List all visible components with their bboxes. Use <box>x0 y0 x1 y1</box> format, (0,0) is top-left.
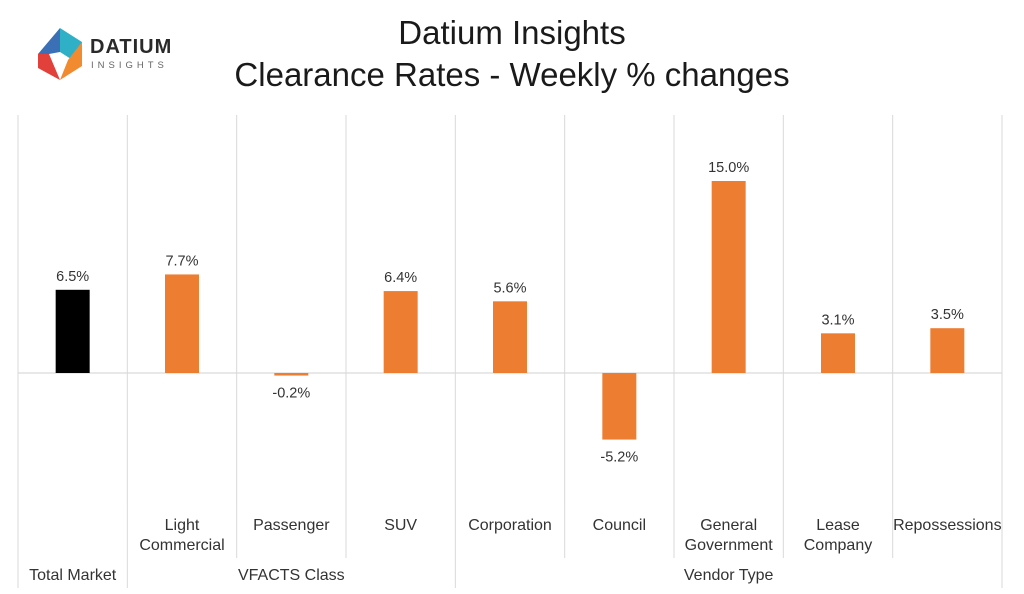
category-label: Government <box>685 537 774 554</box>
title-line-1: Datium Insights <box>398 14 626 51</box>
category-label: Council <box>593 517 646 534</box>
data-label: 3.1% <box>821 312 854 328</box>
data-label: 15.0% <box>708 160 749 176</box>
data-label: 7.7% <box>165 253 198 269</box>
data-label: 6.5% <box>56 269 89 285</box>
bar <box>274 373 309 376</box>
category-label: Light <box>165 517 200 534</box>
logo-sub-text: INSIGHTS <box>91 60 168 71</box>
category-label: Repossessions <box>893 517 1002 534</box>
bar <box>711 181 746 373</box>
data-label: 5.6% <box>493 280 526 296</box>
group-label: VFACTS Class <box>238 567 345 584</box>
category-label: Corporation <box>468 517 552 534</box>
category-label: Commercial <box>139 537 224 554</box>
bar <box>383 291 418 373</box>
category-label: Company <box>804 537 872 554</box>
datium-logo: DATIUM INSIGHTS <box>38 26 188 82</box>
bar <box>165 274 199 373</box>
category-label: Passenger <box>253 517 330 534</box>
data-label: 3.5% <box>931 307 964 323</box>
category-label: Lease <box>816 517 860 534</box>
logo-brand-text: DATIUM <box>90 36 172 58</box>
logo-mark-icon: DATIUM INSIGHTS <box>38 28 172 80</box>
bar <box>930 328 965 373</box>
bar <box>821 333 855 373</box>
category-label: Total Market <box>29 567 117 584</box>
chart-title: Datium Insights Clearance Rates - Weekly… <box>0 12 1024 96</box>
data-label: 6.4% <box>384 270 417 286</box>
bar <box>493 301 527 373</box>
title-line-2: Clearance Rates - Weekly % changes <box>234 56 790 93</box>
bar <box>55 289 90 373</box>
group-label: Vendor Type <box>684 567 774 584</box>
category-label: General <box>700 517 757 534</box>
data-label: -0.2% <box>272 386 310 402</box>
category-label: SUV <box>384 517 417 534</box>
bar <box>602 373 637 440</box>
data-label: -5.2% <box>600 450 638 466</box>
